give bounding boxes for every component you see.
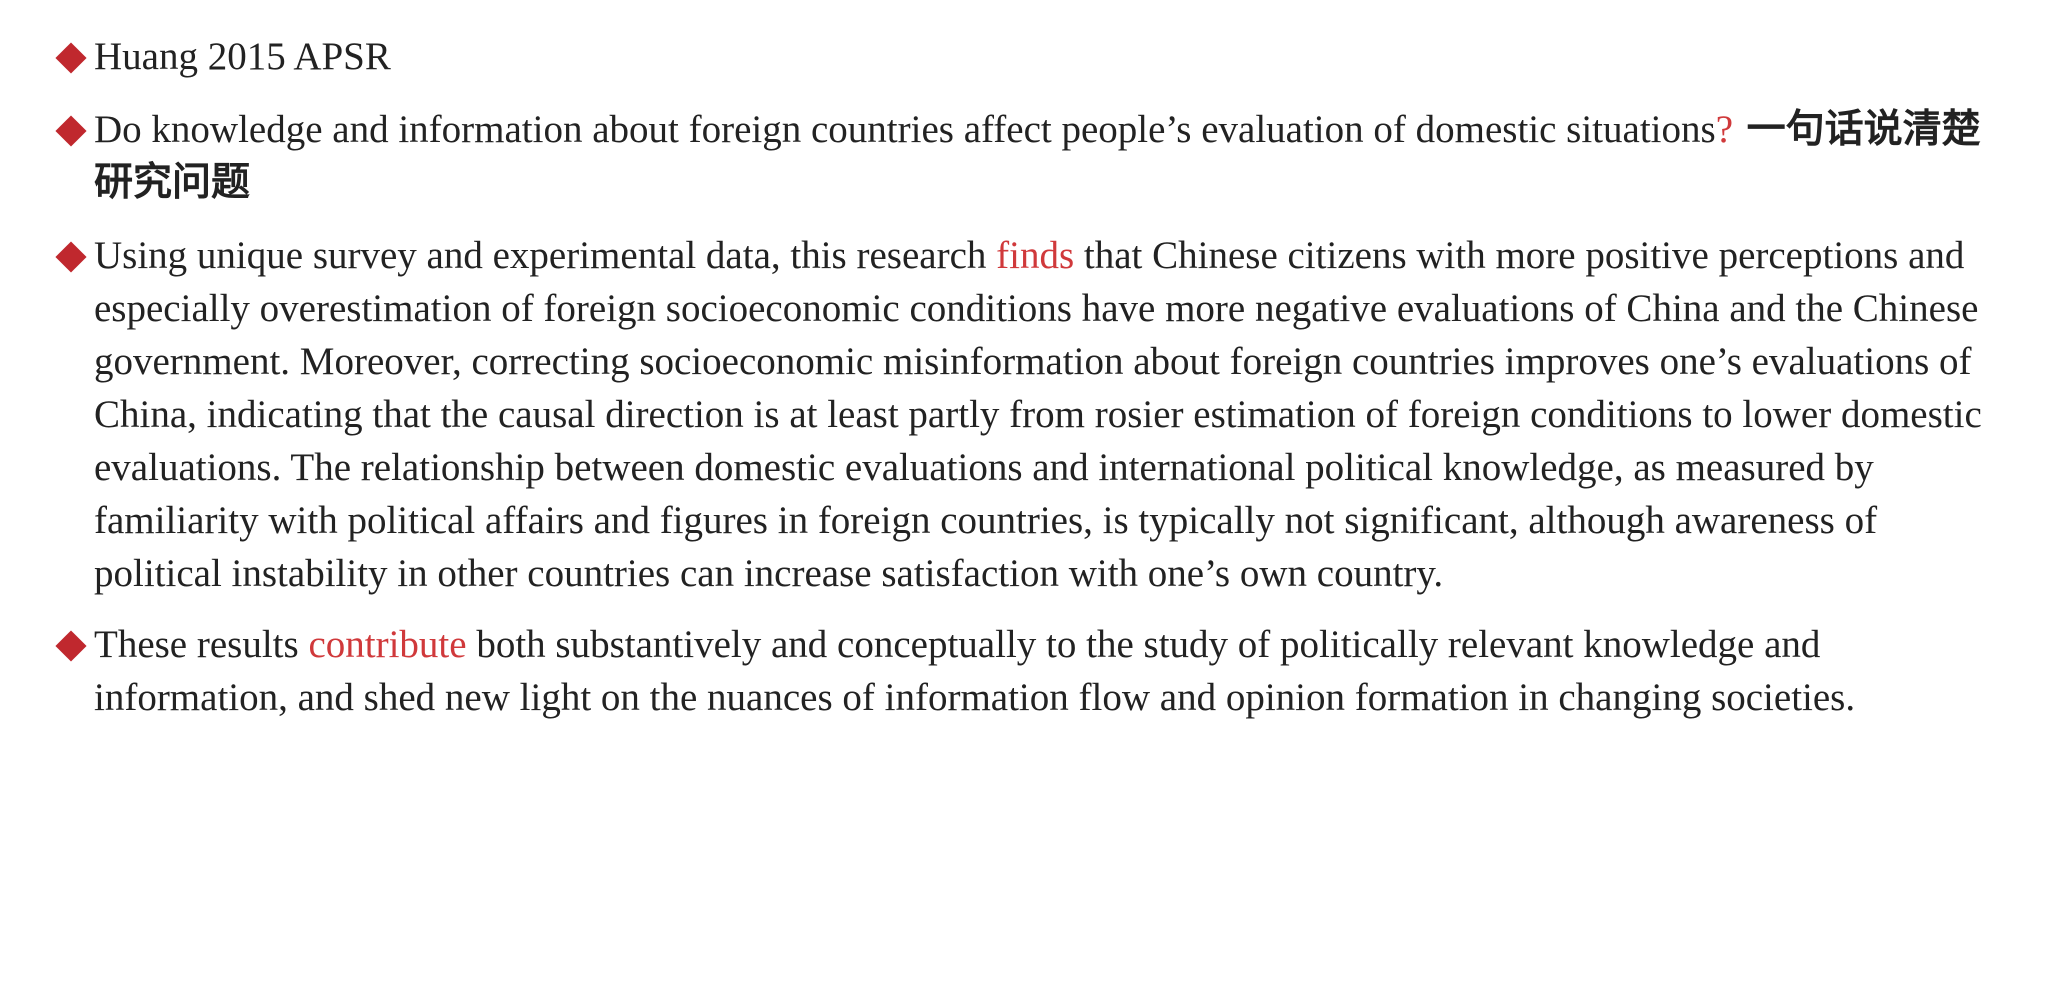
red-diamond-icon: [55, 241, 87, 273]
bullet-list: Huang 2015 APSR Do knowledge and informa…: [55, 30, 1986, 746]
bullet-citation: Huang 2015 APSR: [55, 30, 1986, 83]
bullet-research-question: Do knowledge and information about forei…: [55, 103, 1986, 209]
findings-body: that Chinese citizens with more positive…: [94, 234, 1982, 595]
research-question-text: Do knowledge and information about forei…: [94, 108, 1716, 151]
findings-highlight: finds: [996, 234, 1075, 277]
findings-intro: Using unique survey and experimental dat…: [94, 234, 997, 277]
research-question-note: 一句话说清楚研究问题: [94, 107, 1981, 205]
bullet-contribution: These results contribute both substantiv…: [55, 618, 1986, 724]
red-diamond-icon: [55, 630, 87, 662]
citation-text: Huang 2015 APSR: [94, 35, 391, 78]
contribution-intro: These results: [94, 623, 309, 666]
research-question-mark: ?: [1715, 108, 1733, 151]
red-diamond-icon: [55, 115, 87, 147]
bullet-findings: Using unique survey and experimental dat…: [55, 229, 1986, 600]
contribution-body: both substantively and conceptually to t…: [94, 623, 1856, 719]
red-diamond-icon: [55, 42, 87, 74]
contribution-highlight: contribute: [308, 623, 467, 666]
